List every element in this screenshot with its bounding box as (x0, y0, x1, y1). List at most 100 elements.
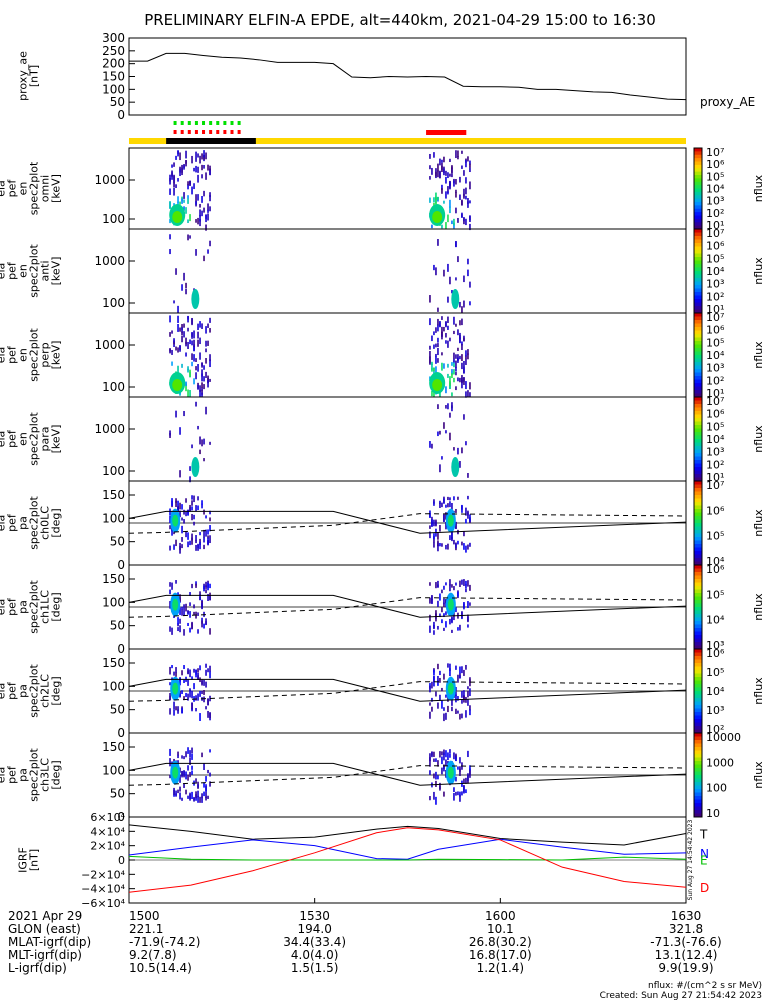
panel-frame (128, 312, 687, 398)
spectrogram-cell (169, 666, 171, 675)
colorbar-tick-label: 1000 (706, 756, 734, 769)
spectrogram-cell (449, 376, 451, 380)
loss-cone-line (128, 762, 687, 786)
ylabel-part: pa (17, 600, 30, 614)
colorbar-tick-label: 10³ (706, 446, 724, 459)
state-dash-green (223, 121, 227, 125)
spectrogram-cell (469, 584, 471, 591)
colorbar-segment (694, 407, 702, 412)
spectrogram-cell (199, 389, 201, 398)
spectrogram-cell (455, 207, 457, 214)
ylabel-part: ch2LC (39, 674, 52, 708)
orbit-row-label: GLON (east) (8, 922, 81, 936)
spectrogram-cell (209, 354, 211, 362)
spectrogram-cell (451, 537, 453, 542)
colorbar-segment (694, 701, 702, 706)
spectrogram-cell (185, 771, 187, 780)
spectrogram-cell (201, 362, 203, 368)
spectrogram-cell (169, 219, 171, 224)
spectrogram-cell (169, 249, 171, 255)
spectrogram-cell (451, 220, 453, 225)
spectrogram-cell (465, 358, 467, 365)
spectrogram-cell (469, 709, 471, 716)
colorbar-segment (694, 379, 702, 384)
spectrogram-cell (433, 630, 435, 635)
spectrogram-cell (181, 537, 183, 542)
spectrogram-cell (197, 217, 199, 225)
spectrogram-cell (465, 588, 467, 593)
spectrogram-cell (435, 582, 437, 589)
colorbar-segment (694, 484, 702, 489)
spectrogram-cell (435, 610, 437, 618)
spectrogram-cell (179, 427, 181, 435)
spectrogram-cell (455, 708, 457, 715)
proxy-ae-line (129, 52, 687, 101)
colorbar-segment (694, 789, 702, 793)
energy-spectrogram-0: 1000 100 (94, 147, 687, 231)
colorbar-label: nflux (752, 509, 765, 537)
pitch-angle-spectrogram-4: 150 100 50 0 (102, 480, 687, 572)
spectrogram-cell (443, 613, 445, 618)
spectrogram-cell (433, 152, 435, 158)
spectrogram-cell (463, 669, 465, 676)
spectrogram-cell (195, 201, 197, 205)
spectrogram-cell (469, 181, 471, 190)
spectrogram-cell (189, 689, 191, 698)
spectrogram-cell (465, 195, 467, 200)
spectrogram-cell (451, 534, 453, 539)
colorbar-segment (694, 729, 702, 734)
colorbar-tick-label: 10¹ (706, 387, 724, 400)
colorbar-tick-label: 10¹ (706, 303, 724, 316)
spectrogram-cell (455, 543, 457, 549)
spectrogram-cell (205, 348, 207, 353)
spectrogram-cell (203, 537, 205, 543)
spectrogram-cell (189, 602, 191, 606)
spectrogram-cell (209, 441, 211, 445)
spectrogram-cell (181, 284, 183, 291)
intensity-core (172, 379, 183, 391)
orbit-value: -71.9(-74.2) (129, 935, 200, 949)
colorbar-segment (694, 705, 702, 709)
spectrogram-cell (181, 198, 183, 204)
energy-spectrogram-1: 1000 100 (94, 228, 687, 314)
spectrogram-cell (169, 758, 171, 764)
spectrogram-cell (461, 165, 463, 169)
ylabel-part: IGRF (17, 847, 30, 873)
intensity-core (172, 598, 179, 611)
spectrogram-cell (195, 358, 197, 362)
spectrogram-cell (459, 794, 461, 802)
spectrogram-cell (187, 219, 189, 224)
spectrogram-cell (437, 625, 439, 630)
spectrogram-cell (435, 192, 437, 200)
colorbar-segment (694, 607, 702, 611)
spectrogram-cell (467, 349, 469, 355)
spectrogram-cell (187, 195, 189, 199)
spectrogram-cell (467, 269, 469, 277)
spectrogram-cell (191, 513, 193, 521)
pitch-angle-spectrogram-6: 150 100 50 0 (102, 648, 687, 740)
colorbar-6: 10⁶ 10⁵ 10⁴ 10³ 10² nflux (693, 647, 765, 736)
spectrogram-cell (431, 706, 433, 712)
spectrogram-cell (177, 150, 179, 157)
spectrogram-cell (189, 339, 191, 345)
state-dash-red (173, 130, 177, 134)
spectrogram-cell (433, 676, 435, 681)
colorbar-segment (694, 236, 702, 240)
ylabel-part: ela (0, 599, 8, 616)
spectrogram-cell (429, 770, 431, 775)
spectrogram-cell (209, 240, 211, 247)
spectrogram-cell (169, 682, 171, 686)
ylabel-part: en (17, 348, 30, 362)
spectrogram-cell (439, 321, 441, 328)
spectrogram-cell (181, 544, 183, 549)
spectrogram-cell (431, 443, 433, 449)
colorbar-tick-label: 10² (706, 723, 724, 736)
spectrogram-cell (461, 341, 463, 346)
colorbar-segment (694, 649, 702, 653)
orbit-value: 16.8(17.0) (469, 948, 532, 962)
spectrogram-cell (439, 694, 441, 701)
spectrogram-cell (461, 666, 463, 674)
state-dash-red (230, 130, 234, 134)
colorbar-4: 10⁷ 10⁶ 10⁵ 10⁴ nflux (693, 479, 765, 568)
